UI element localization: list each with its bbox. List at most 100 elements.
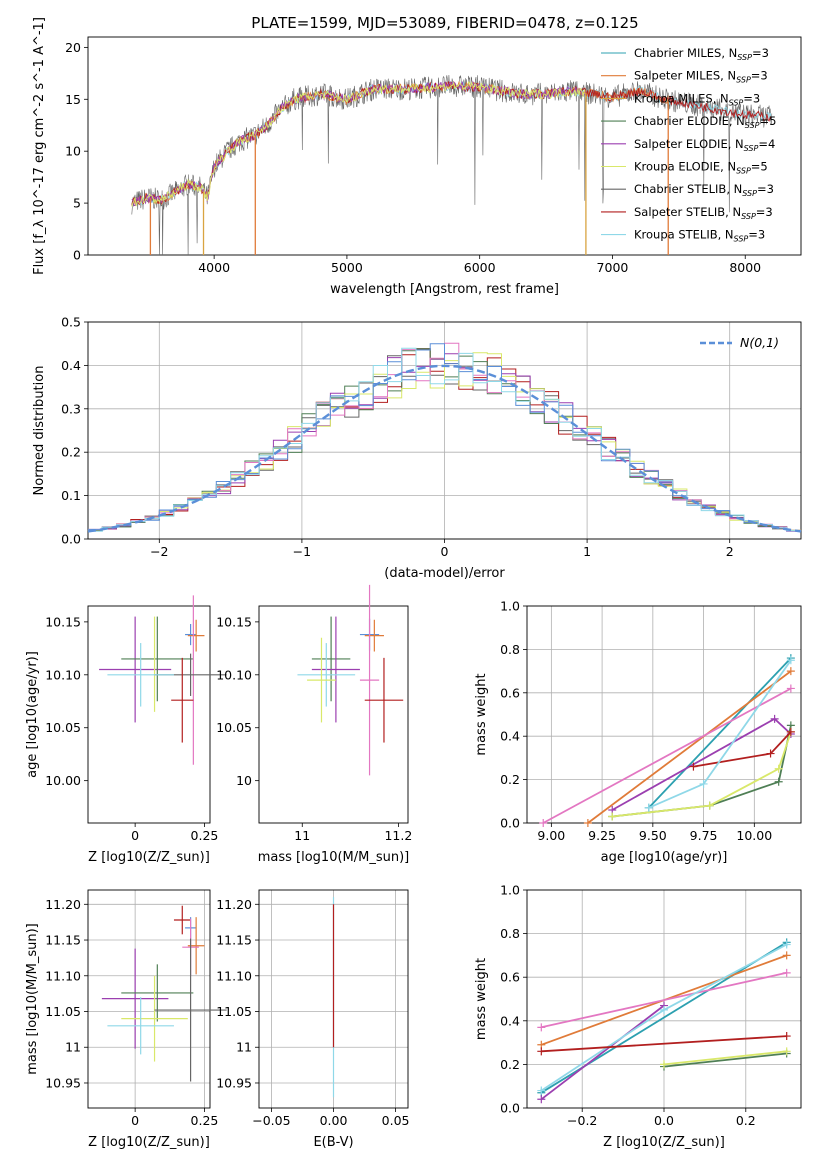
weight-line: [663, 1050, 787, 1066]
y-tick-label: 15: [65, 92, 81, 107]
x-tick-label: 0: [131, 828, 139, 843]
weight-marker: [689, 762, 698, 771]
x-tick-label: 9.50: [639, 828, 667, 843]
y-tick-label: 11.05: [45, 1004, 81, 1019]
y-tick-label: 0.0: [61, 532, 81, 547]
y-tick-label: 0.4: [500, 729, 520, 744]
y-tick-label: 11: [236, 1040, 252, 1055]
x-axis-label: (data-model)/error: [384, 566, 505, 581]
legend-label-tail: =4: [758, 137, 775, 151]
x-tick-label: 5000: [331, 260, 363, 275]
legend-label-text: Chabrier ELODIE, N: [634, 114, 745, 128]
weight-line: [663, 1052, 787, 1068]
y-axis-label: Flux [f_λ 10^-17 erg cm^-2 s^-1 A^-1]: [32, 17, 47, 275]
x-tick-label: 8000: [729, 260, 761, 275]
weight-marker: [537, 1086, 546, 1095]
legend-label-text: Salpeter MILES, N: [634, 69, 736, 83]
legend-label-text: Chabrier MILES, N: [634, 46, 737, 60]
x-axis-label: Z [log10(Z/Z_sun)]: [603, 1135, 725, 1150]
x-tick-label: −0.2: [567, 1113, 597, 1128]
legend-label-sub: SSP: [737, 53, 752, 62]
y-tick-label: 11.05: [216, 1004, 252, 1019]
spectrum-model-line: [131, 81, 586, 207]
y-tick-label: 0.0: [500, 816, 520, 831]
axes-frame: [526, 889, 802, 1109]
y-tick-label: 0.8: [500, 642, 520, 657]
legend-label: Kroupa ELODIE, NSSP=5: [634, 160, 768, 176]
y-tick-label: 0: [73, 248, 81, 263]
y-axis-label: age [log10(age/yr)]: [25, 651, 40, 778]
x-tick-label: 9.00: [537, 828, 565, 843]
legend-label: N(0,1): [740, 335, 779, 350]
legend-label-tail: =5: [760, 114, 777, 128]
y-tick-label: 0.5: [61, 315, 81, 330]
weight-marker: [699, 779, 708, 788]
legend-label-sub: SSP: [744, 144, 759, 153]
legend-label-text: Salpeter STELIB, N: [634, 205, 741, 219]
y-tick-label: 10.10: [45, 667, 81, 682]
axes-frame: [526, 605, 802, 824]
axes-frame: [258, 889, 409, 1109]
x-axis-label: mass [log10(M/M_sun)]: [258, 850, 410, 865]
y-tick-label: 10.15: [216, 614, 252, 629]
residuals-panel: −2 −1 0 1 2 0.0 0.1 0.2 0.3 0.4 0.5 (data-model)/er…: [32, 315, 802, 581]
y-tick-label: 11.15: [216, 933, 252, 948]
weight-marker: [583, 819, 592, 827]
legend-label-sub: SSP: [734, 235, 749, 244]
weight-marker: [774, 777, 783, 786]
legend-label: Chabrier MILES, NSSP=3: [634, 46, 769, 62]
weight-line: [541, 1035, 787, 1053]
weight_vs_Z-panel: −0.2 0.0 0.2 0.0 0.2 0.4 0.6 0.8 1.0 Z [log10(Z/Z…: [474, 883, 802, 1150]
x-tick-label: 0.0: [654, 1113, 674, 1128]
legend-label-text: Kroupa STELIB, N: [634, 228, 734, 242]
x-tick-label: 4000: [198, 260, 230, 275]
x-tick-label: 1: [583, 544, 591, 559]
legend-label-text: Kroupa ELODIE, N: [634, 160, 736, 174]
legend-label-sub: SSP: [736, 76, 751, 85]
weight-line: [542, 687, 792, 824]
y-tick-label: 11.20: [216, 897, 252, 912]
weight-marker: [660, 1005, 668, 1014]
y-tick-label: 10: [65, 144, 81, 159]
age_vs_Z-panel: 0 0.25 10.15 10.10 10.05 10.00 Z [log10(Z/Z_su…: [25, 595, 227, 865]
weight-marker: [537, 1095, 546, 1104]
legend-label-tail: =3: [756, 205, 773, 219]
x-tick-label: 0.25: [191, 828, 219, 843]
y-tick-label: 10.95: [216, 1075, 252, 1090]
y-tick-label: 11.15: [45, 933, 81, 948]
x-tick-label: 2: [726, 544, 734, 559]
legend-label-tail: =3: [757, 182, 774, 196]
histogram-step: [88, 343, 801, 532]
y-tick-label: 5: [73, 196, 81, 211]
x-tick-label: −1: [293, 544, 311, 559]
y-axis-label: mass [log10(M/M_sun)]: [25, 923, 40, 1075]
weight-line: [648, 657, 792, 809]
weight-marker: [786, 656, 795, 665]
legend-label: Chabrier ELODIE, NSSP=5: [634, 114, 776, 130]
axes-frame: [87, 36, 802, 256]
axes-frame: [258, 605, 409, 824]
legend-label-sub: SSP: [745, 121, 760, 130]
weight-line: [612, 731, 792, 818]
weight-line: [541, 971, 787, 1029]
x-tick-label: −2: [150, 544, 168, 559]
y-tick-label: 10.15: [45, 614, 81, 629]
weight-marker: [786, 684, 795, 693]
legend-label-sub: SSP: [729, 98, 744, 107]
y-tick-label: 10.95: [45, 1075, 81, 1090]
x-tick-label: 7000: [597, 260, 629, 275]
y-tick-label: 0.1: [61, 488, 81, 503]
y-tick-label: 0.2: [500, 772, 520, 787]
legend-label: Kroupa STELIB, NSSP=3: [634, 228, 765, 244]
axes-frame: [87, 321, 802, 540]
legend-label: Chabrier STELIB, NSSP=3: [634, 182, 774, 198]
weight-marker: [608, 812, 617, 821]
y-tick-label: 11.10: [216, 968, 252, 983]
y-tick-label: 10.10: [216, 667, 252, 682]
x-tick-label: −0.05: [252, 1113, 290, 1128]
legend-label-tail: =3: [743, 91, 760, 105]
legend-label: Salpeter ELODIE, NSSP=4: [634, 137, 775, 153]
legend-label-text: Salpeter ELODIE, N: [634, 137, 744, 151]
legend-label-sub: SSP: [742, 189, 757, 198]
